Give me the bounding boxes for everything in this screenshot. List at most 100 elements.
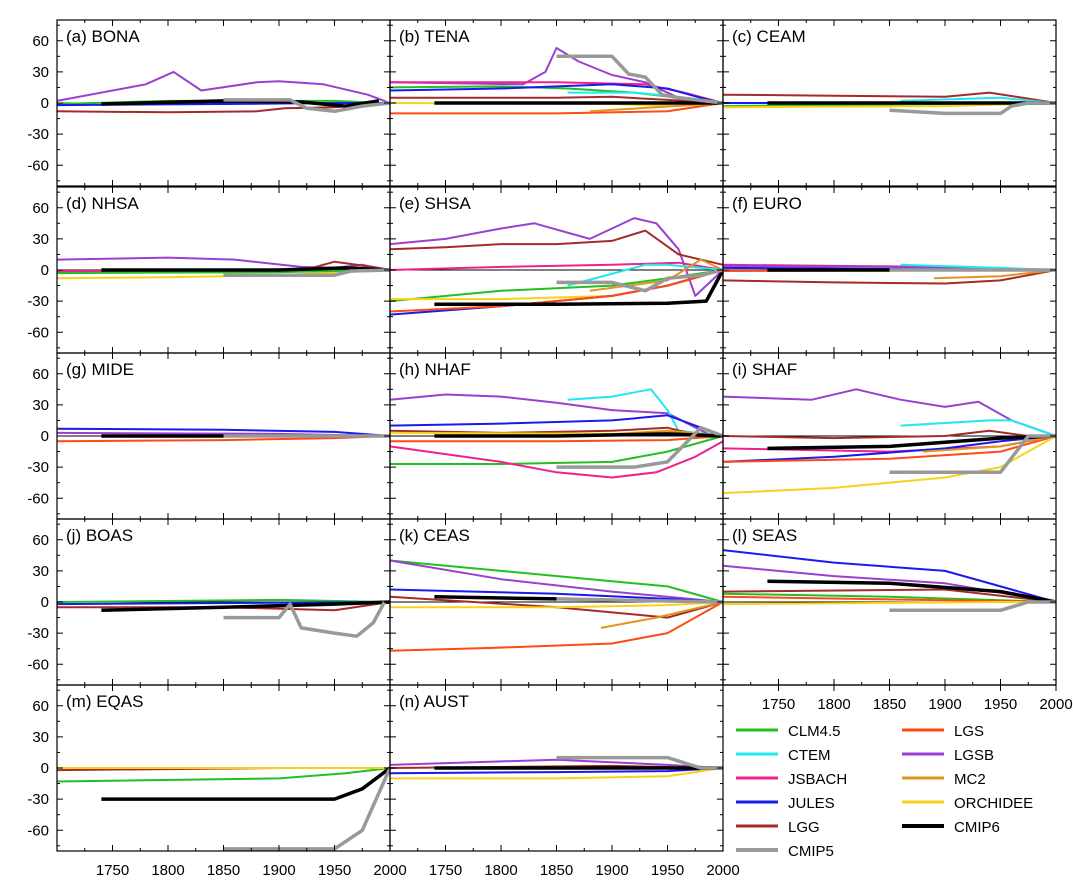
series-line-orchidee xyxy=(390,767,724,780)
series-line-clm45 xyxy=(390,435,724,465)
series-line-cmip5 xyxy=(223,601,386,638)
y-tick-label: -30 xyxy=(27,459,49,476)
legend-axis-label: 1850 xyxy=(873,696,906,713)
legend-item-lgsb: LGSB xyxy=(902,747,994,764)
series-line-jsbach xyxy=(389,440,724,479)
legend-item-cmip6: CMIP6 xyxy=(902,819,1000,836)
legend-label: LGG xyxy=(788,819,820,836)
panel-7: 60 30 0 -30 -60 (g) MIDE xyxy=(27,352,391,520)
legend-label: LGSB xyxy=(954,747,994,764)
series-line-cmip5 xyxy=(556,54,724,105)
series-line-cmip6 xyxy=(101,266,391,272)
series-line-clm45 xyxy=(389,559,724,603)
legend-item-lgg: LGG xyxy=(736,819,820,836)
legend-item-jules: JULES xyxy=(736,795,835,812)
legend-label: CTEM xyxy=(788,747,831,764)
series-line-cmip5 xyxy=(223,767,392,851)
panel-label: (d) NHSA xyxy=(66,194,139,213)
series-line-cmip5 xyxy=(889,101,1056,116)
series-line-lgsb xyxy=(389,393,723,437)
series-line-mc2 xyxy=(933,269,1057,280)
x-tick-label: 1800 xyxy=(484,862,517,879)
series-line-jules xyxy=(722,549,1057,603)
y-tick-label: 60 xyxy=(32,200,49,217)
y-tick-label: 0 xyxy=(41,594,49,611)
legend-axis-label: 1800 xyxy=(817,696,850,713)
panel-label: (f) EURO xyxy=(732,194,802,213)
legend: CLM4.5 LGS CTEM LGSB JSBACH MC2 JULES ORCHIDEE L… xyxy=(736,723,1033,860)
series-line-lgg xyxy=(390,95,724,104)
x-tick-label: 2000 xyxy=(706,862,739,879)
series-line-cmip6 xyxy=(767,579,1057,604)
series-line-jsbach xyxy=(389,261,724,271)
y-tick-label: -30 xyxy=(27,293,49,310)
panel-13: 60 30 0 -30 -60 1750 1800 1850 1900 1950 2000 (m) E… xyxy=(27,684,407,879)
series-line-lgsb xyxy=(389,47,724,104)
y-tick-label: -30 xyxy=(27,126,49,143)
series-line-cmip5 xyxy=(556,268,724,293)
y-tick-label: 0 xyxy=(41,428,49,445)
legend-item-clm45: CLM4.5 xyxy=(736,723,841,740)
series-line-lgsb xyxy=(389,559,724,603)
y-tick-label: 30 xyxy=(32,563,49,580)
series-line-cmip5 xyxy=(556,597,724,604)
y-tick-label: 30 xyxy=(32,729,49,746)
y-tick-label: 60 xyxy=(32,698,49,715)
series-line-cmip5 xyxy=(556,425,724,469)
panel-8: (h) NHAF xyxy=(389,352,724,520)
series-line-lgsb xyxy=(389,217,724,297)
series-line-cmip6 xyxy=(101,99,380,108)
series-line-lgsb xyxy=(56,70,391,104)
legend-label: CLM4.5 xyxy=(788,723,841,740)
panel-label: (e) SHSA xyxy=(399,194,471,213)
series-line-lgg xyxy=(722,91,1057,104)
panel-1: 60 30 0 -30 -60 (a) BONA xyxy=(27,19,391,187)
y-tick-label: 0 xyxy=(41,262,49,279)
x-tick-label: 1750 xyxy=(96,862,129,879)
legend-item-jsbach: JSBACH xyxy=(736,771,847,788)
legend-label: JULES xyxy=(788,795,835,812)
series-line-lgs xyxy=(390,435,724,443)
panel-11: (k) CEAS xyxy=(389,518,724,686)
series-line-clm45 xyxy=(389,269,724,303)
y-tick-label: -60 xyxy=(27,157,49,174)
panel-5: (e) SHSA xyxy=(389,186,725,354)
x-tick-label: 1900 xyxy=(262,862,295,879)
legend-label: LGS xyxy=(954,723,984,740)
panel-3: (c) CEAM xyxy=(722,19,1057,187)
series-line-cmip6 xyxy=(101,600,391,613)
y-tick-label: -60 xyxy=(27,490,49,507)
x-tick-label: 1950 xyxy=(651,862,684,879)
legend-axis-label: 1950 xyxy=(984,696,1017,713)
legend-label: CMIP5 xyxy=(788,843,834,860)
x-tick-label: 1950 xyxy=(318,862,351,879)
legend-label: MC2 xyxy=(954,771,986,788)
legend-item-cmip5: CMIP5 xyxy=(736,843,834,860)
series-line-lgg xyxy=(57,601,391,612)
series-line-clm45 xyxy=(56,767,391,783)
series-line-lgs xyxy=(389,269,724,313)
x-tick-label: 1800 xyxy=(151,862,184,879)
panel-label: (l) SEAS xyxy=(732,526,797,545)
x-tick-label: 2000 xyxy=(373,862,406,879)
panel-2: (b) TENA xyxy=(389,19,724,187)
legend-label: JSBACH xyxy=(788,771,847,788)
legend-item-ctem: CTEM xyxy=(736,747,831,764)
series-line-orchidee xyxy=(722,435,1057,495)
series-line-cmip5 xyxy=(223,268,391,277)
panel-label: (b) TENA xyxy=(399,27,470,46)
series-line-jules xyxy=(722,435,1057,463)
series-line-lgs xyxy=(389,601,724,652)
series-line-lgs xyxy=(390,102,724,115)
series-line-orchidee xyxy=(390,601,724,609)
x-tick-label: 1900 xyxy=(595,862,628,879)
series-line-lgg xyxy=(389,595,724,619)
series-line-cmip5 xyxy=(556,755,723,770)
panel-12: (l) SEAS xyxy=(722,518,1057,686)
panel-9: (i) SHAF xyxy=(722,352,1057,520)
legend-label: ORCHIDEE xyxy=(954,795,1033,812)
y-tick-label: 0 xyxy=(41,95,49,112)
series-line-lgg xyxy=(722,269,1057,285)
series-line-mc2 xyxy=(600,601,724,629)
